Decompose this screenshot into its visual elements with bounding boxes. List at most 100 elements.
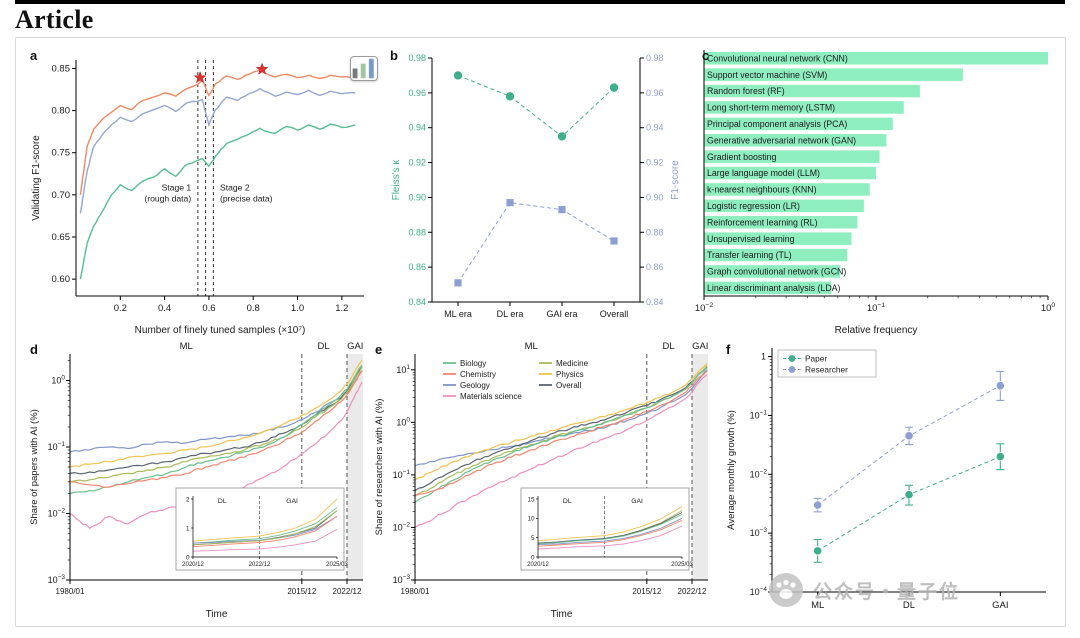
bar-10 — [704, 216, 858, 229]
svg-text:101: 101 — [396, 364, 410, 375]
bar-2 — [704, 84, 920, 98]
svg-text:0.96: 0.96 — [408, 88, 426, 98]
series-Materials science — [414, 374, 708, 529]
bar-12 — [704, 248, 848, 262]
svg-text:Share of papers with AI (%): Share of papers with AI (%) — [29, 409, 40, 525]
svg-text:Materials science: Materials science — [460, 392, 522, 401]
svg-text:0.2: 0.2 — [114, 303, 127, 314]
watermark-text: 公众号・量子位 — [813, 581, 961, 603]
svg-text:2025/03: 2025/03 — [326, 562, 348, 568]
svg-text:2015/12: 2015/12 — [632, 587, 661, 596]
svg-text:Fleiss's κ: Fleiss's κ — [391, 159, 402, 201]
svg-text:10−3: 10−3 — [393, 574, 411, 585]
svg-text:10−3: 10−3 — [750, 527, 768, 538]
series-Biology — [69, 364, 363, 495]
svg-text:1.2: 1.2 — [335, 303, 348, 314]
svg-text:Physics: Physics — [556, 370, 584, 379]
series-run-3 — [79, 123, 356, 280]
svg-text:Logistic regression (LR): Logistic regression (LR) — [707, 201, 800, 211]
svg-text:Overall: Overall — [556, 381, 582, 390]
svg-text:GAI: GAI — [286, 498, 298, 505]
svg-text:2022/12: 2022/12 — [249, 562, 271, 568]
svg-text:10−4: 10−4 — [750, 586, 768, 597]
svg-text:2020/12: 2020/12 — [182, 562, 204, 568]
researcher-point — [904, 431, 914, 441]
article-header: Article — [15, 0, 1065, 35]
svg-text:0.80: 0.80 — [52, 106, 71, 117]
inset-series-Chemistry — [537, 519, 683, 547]
svg-text:Generative adversarial network: Generative adversarial network (GAN) — [707, 135, 856, 145]
svg-text:DL: DL — [318, 341, 330, 352]
researcher-point — [995, 381, 1005, 391]
chart-tool-button[interactable] — [350, 56, 378, 81]
svg-text:Biology: Biology — [460, 359, 486, 368]
svg-text:0.92: 0.92 — [646, 158, 664, 168]
svg-text:0.70: 0.70 — [52, 190, 71, 201]
svg-text:0.94: 0.94 — [646, 123, 664, 133]
svg-text:(rough data): (rough data) — [144, 194, 191, 204]
svg-text:0.92: 0.92 — [408, 158, 426, 168]
svg-text:0.4: 0.4 — [158, 303, 171, 314]
svg-text:10−1: 10−1 — [393, 469, 411, 480]
panel-f-plot: 1 10−1 10−2 10−3 10−4 ML DL GAI Average monthly … — [726, 348, 1046, 611]
svg-text:10: 10 — [527, 516, 535, 523]
svg-text:DL: DL — [903, 600, 915, 611]
svg-text:k-nearest neighbours (KNN): k-nearest neighbours (KNN) — [707, 185, 817, 195]
panel-label-d: d — [30, 342, 38, 357]
bar-7 — [704, 166, 876, 180]
svg-text:1: 1 — [186, 525, 190, 532]
svg-text:0.6: 0.6 — [202, 303, 215, 314]
panel-b-svg: 0.84 0.84 0.86 0.86 0.88 0.88 0.90 0.90 0.92 0.92… — [391, 53, 681, 319]
series-Overall — [69, 366, 363, 475]
fleiss-point — [505, 92, 515, 101]
svg-text:10−1: 10−1 — [867, 302, 886, 314]
paper-point — [995, 451, 1005, 462]
svg-text:1980/01: 1980/01 — [401, 587, 430, 596]
svg-text:0.98: 0.98 — [408, 53, 426, 63]
bar-5 — [704, 134, 887, 147]
panel-e: e ML DL GAI 10−3 10−2 10−1 100 101 1980/01 2015/1… — [371, 338, 716, 626]
svg-text:GAI: GAI — [347, 341, 363, 352]
bar-13 — [704, 265, 841, 278]
series-Geology — [69, 370, 363, 453]
bar-6 — [704, 150, 880, 163]
panel-label-e: e — [375, 342, 383, 357]
article-title: Article — [15, 5, 94, 34]
svg-text:0.60: 0.60 — [52, 274, 71, 285]
inset-series-Biology — [537, 514, 683, 545]
series-Geology — [414, 369, 708, 467]
svg-text:10−2: 10−2 — [695, 302, 714, 314]
svg-text:Time: Time — [551, 609, 573, 620]
series-Biology — [414, 367, 708, 503]
svg-text:Overall: Overall — [600, 309, 629, 319]
svg-text:2: 2 — [186, 496, 190, 503]
svg-text:ML: ML — [525, 341, 538, 352]
svg-text:10−2: 10−2 — [393, 521, 411, 532]
series-Overall — [414, 366, 708, 492]
panel-c: c Convolutional neural network (CNN) Supp… — [695, 44, 1064, 342]
svg-text:DL era: DL era — [497, 309, 524, 319]
svg-text:Support vector machine (SVM): Support vector machine (SVM) — [707, 70, 827, 80]
paper-point — [813, 546, 823, 556]
panel-c-plot: Convolutional neural network (CNN) Suppor… — [695, 50, 1055, 336]
svg-text:0.84: 0.84 — [408, 297, 426, 307]
inset-series-Medicine — [192, 510, 338, 546]
svg-text:Unsupervised learning: Unsupervised learning — [707, 234, 795, 244]
inset-series-Chemistry — [192, 516, 338, 548]
series-run-2 — [79, 87, 356, 214]
series-Chemistry — [414, 370, 708, 497]
svg-text:0: 0 — [186, 554, 190, 561]
svg-text:1980/01: 1980/01 — [56, 587, 85, 596]
inset-series-Materials science — [192, 529, 338, 552]
star-marker — [193, 70, 207, 84]
inset-series-Physics — [537, 506, 683, 542]
series-Physics — [69, 360, 363, 468]
series-Physics — [414, 363, 708, 481]
svg-text:5: 5 — [531, 535, 535, 542]
svg-text:GAI: GAI — [631, 498, 643, 505]
svg-text:0.75: 0.75 — [52, 148, 71, 159]
panel-d: d ML DL GAI 10−3 10−2 10−1 100 1980/01 2015/12 20… — [26, 338, 371, 626]
chart-tool-icon — [352, 58, 374, 79]
